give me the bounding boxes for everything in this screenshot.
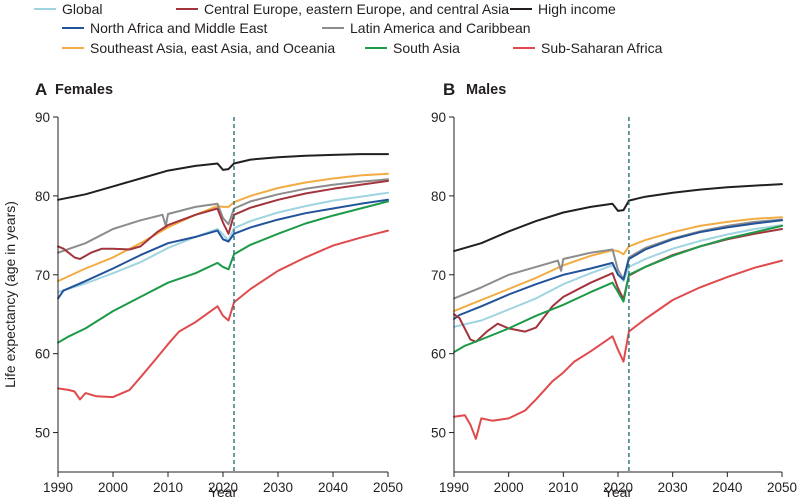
legend-label: Global [62, 1, 103, 17]
x-tick-label: 2020 [603, 480, 633, 495]
legend-swatch [510, 8, 532, 10]
legend-item: Southeast Asia, east Asia, and Oceania [62, 39, 335, 57]
legend-swatch [365, 47, 387, 49]
y-tick-label: 80 [431, 189, 446, 204]
series-line [57, 179, 389, 260]
x-tick-label: 2040 [318, 480, 348, 495]
y-tick-label: 70 [431, 268, 446, 283]
x-tick-label: 1990 [439, 480, 469, 495]
legend-item: Global [34, 0, 102, 18]
series-line [57, 178, 389, 254]
legend: Global Central Europe, eastern Europe, an… [0, 0, 800, 64]
y-tick-label: 60 [431, 347, 446, 362]
y-tick-label: 60 [35, 347, 50, 362]
legend-label: Southeast Asia, east Asia, and Oceania [90, 40, 336, 56]
series-line [57, 200, 389, 344]
x-tick-label: 2030 [658, 480, 688, 495]
series-line [453, 224, 783, 354]
series-line [57, 153, 389, 201]
series-line [453, 259, 783, 440]
panel-b: B Males 50 60 70 80 90 1990 2000 2010 2020 2030 2040… [431, 80, 797, 499]
legend-label: North Africa and Middle East [90, 20, 268, 36]
y-tick-label: 50 [35, 426, 50, 441]
y-tick-label: 80 [35, 189, 50, 204]
series-line [57, 229, 389, 401]
legend-label: High income [538, 1, 616, 17]
y-axis-label: Life expectancy (age in years) [2, 201, 18, 388]
series-line [57, 198, 389, 300]
x-tick-label: 2040 [712, 480, 742, 495]
legend-swatch [322, 27, 344, 29]
legend-swatch [34, 8, 56, 10]
panel-title: Males [466, 82, 506, 98]
panel-a: A Females 50 60 70 80 90 1990 2000 2010 2020 2030 20… [2, 80, 403, 499]
series-line [57, 172, 389, 283]
legend-item: Sub-Saharan Africa [513, 39, 662, 57]
x-tick-label: 2000 [98, 480, 128, 495]
legend-label: Latin America and Caribbean [350, 20, 531, 36]
y-tick-label: 70 [35, 268, 50, 283]
x-axis-label: Year [604, 484, 633, 499]
series-line [57, 191, 389, 294]
legend-swatch [62, 27, 84, 29]
y-tick-label: 90 [35, 110, 50, 125]
legend-item: Latin America and Caribbean [322, 19, 531, 37]
legend-item: High income [510, 0, 616, 18]
legend-label: Sub-Saharan Africa [541, 40, 663, 56]
x-tick-label: 1990 [43, 480, 73, 495]
legend-swatch [176, 8, 198, 10]
x-axis-label: Year [209, 484, 238, 499]
panel-title: Females [55, 82, 113, 98]
x-tick-label: 2030 [263, 480, 293, 495]
series-line [453, 183, 783, 253]
legend-label: Central Europe, eastern Europe, and cent… [204, 1, 510, 17]
x-tick-label: 2010 [548, 480, 578, 495]
panel-letter: A [35, 80, 47, 99]
x-tick-label: 2020 [208, 480, 238, 495]
series-line [453, 219, 783, 320]
y-tick-label: 50 [431, 426, 446, 441]
x-tick-label: 2010 [153, 480, 183, 495]
series-line [453, 228, 783, 343]
x-tick-label: 2000 [494, 480, 524, 495]
x-tick-label: 2050 [373, 480, 403, 495]
y-tick-label: 90 [431, 110, 446, 125]
legend-item: Central Europe, eastern Europe, and cent… [176, 0, 509, 18]
legend-swatch [62, 47, 84, 49]
series-line [453, 216, 783, 313]
legend-item: South Asia [365, 39, 460, 57]
legend-swatch [513, 47, 535, 49]
x-tick-label: 2050 [767, 480, 797, 495]
panel-letter: B [443, 80, 455, 99]
legend-label: South Asia [393, 40, 460, 56]
legend-item: North Africa and Middle East [62, 19, 267, 37]
